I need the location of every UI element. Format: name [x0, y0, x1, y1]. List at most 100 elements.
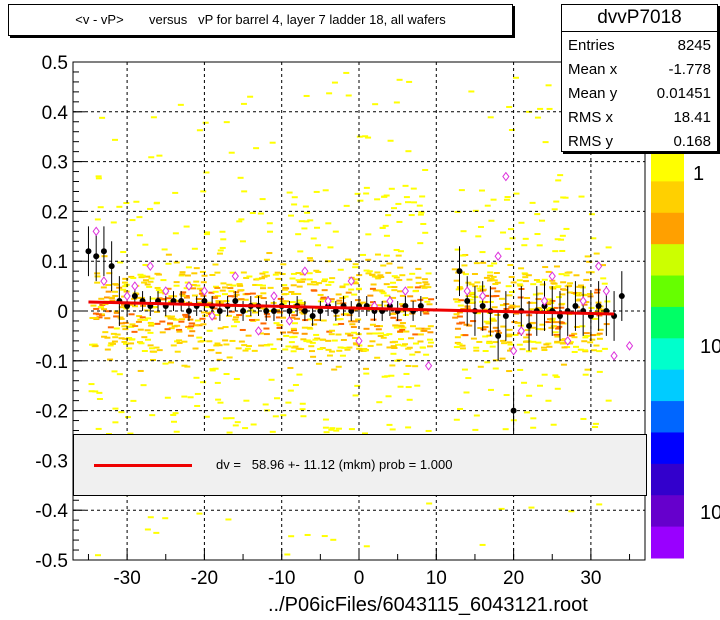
- density-cell: [470, 320, 477, 323]
- density-cell: [284, 553, 291, 556]
- density-cell: [465, 281, 472, 284]
- density-cell: [393, 326, 400, 329]
- density-cell: [479, 251, 486, 254]
- density-cell: [480, 261, 487, 264]
- density-cell: [559, 249, 566, 252]
- density-cell: [428, 298, 435, 301]
- density-cell: [375, 328, 382, 331]
- profile-point: [178, 298, 185, 305]
- density-cell: [295, 233, 302, 236]
- density-cell: [371, 275, 378, 278]
- density-cell: [104, 317, 111, 320]
- density-cell: [128, 313, 135, 316]
- density-cell: [554, 286, 561, 289]
- open-marker-point: [162, 286, 170, 296]
- density-cell: [294, 317, 301, 320]
- density-cell: [397, 290, 404, 293]
- density-cell: [94, 281, 101, 284]
- density-cell: [148, 156, 155, 159]
- density-cell: [206, 340, 213, 343]
- density-cell: [245, 334, 252, 337]
- density-cell: [121, 325, 128, 328]
- density-cell: [155, 289, 162, 292]
- density-cell: [302, 205, 309, 208]
- density-cell: [194, 319, 201, 322]
- density-cell: [546, 107, 553, 110]
- density-cell: [586, 260, 593, 263]
- density-cell: [153, 346, 160, 349]
- density-cell: [486, 279, 493, 282]
- density-cell: [421, 278, 428, 281]
- density-cell: [273, 322, 280, 325]
- density-cell: [141, 318, 148, 321]
- density-cell: [328, 333, 335, 336]
- density-cell: [487, 271, 494, 274]
- density-cell: [363, 186, 370, 189]
- density-cell: [299, 402, 306, 405]
- density-cell: [145, 317, 152, 320]
- density-cell: [363, 269, 370, 272]
- density-cell: [323, 431, 330, 434]
- stats-label: RMS x: [568, 109, 613, 126]
- density-cell: [452, 316, 459, 319]
- density-cell: [376, 343, 383, 346]
- density-cell: [503, 307, 510, 310]
- density-cell: [468, 283, 475, 286]
- density-cell: [128, 342, 135, 345]
- density-cell: [185, 325, 192, 328]
- density-cell: [426, 502, 433, 505]
- y-tick-label: -0.5: [35, 551, 68, 572]
- density-cell: [363, 327, 370, 330]
- density-cell: [120, 303, 127, 306]
- density-cell: [283, 300, 290, 303]
- density-cell: [493, 272, 500, 275]
- density-cell: [477, 365, 484, 368]
- density-cell: [541, 346, 548, 349]
- density-cell: [226, 356, 233, 359]
- density-cell: [116, 373, 123, 376]
- density-cell: [184, 365, 191, 368]
- density-cell: [215, 302, 222, 305]
- density-cell: [177, 103, 184, 106]
- density-cell: [173, 284, 180, 287]
- density-cell: [386, 262, 393, 265]
- density-cell: [385, 271, 392, 274]
- density-cell: [457, 287, 464, 290]
- density-cell: [233, 293, 240, 296]
- density-cell: [350, 326, 357, 329]
- density-cell: [216, 344, 223, 347]
- density-cell: [484, 361, 491, 364]
- density-cell: [396, 220, 403, 223]
- density-cell: [198, 292, 205, 295]
- profile-point: [108, 263, 115, 270]
- density-cell: [322, 426, 329, 429]
- density-cell: [182, 313, 189, 316]
- density-cell: [402, 184, 409, 187]
- density-cell: [377, 274, 384, 277]
- density-cell: [526, 301, 533, 304]
- density-cell: [421, 329, 428, 332]
- density-cell: [367, 344, 374, 347]
- density-cell: [550, 423, 557, 426]
- density-cell: [229, 339, 236, 342]
- density-cell: [263, 344, 270, 347]
- density-cell: [214, 381, 221, 384]
- density-cell: [157, 291, 164, 294]
- density-cell: [220, 282, 227, 285]
- density-cell: [406, 80, 413, 83]
- density-cell: [104, 336, 111, 339]
- density-cell: [280, 302, 287, 305]
- density-cell: [130, 277, 137, 280]
- density-cell: [196, 129, 203, 132]
- density-cell: [329, 329, 336, 332]
- density-cell: [465, 295, 472, 298]
- density-cell: [589, 334, 596, 337]
- density-cell: [312, 338, 319, 341]
- density-cell: [137, 318, 144, 321]
- density-cell: [418, 211, 425, 214]
- density-cell: [191, 272, 198, 275]
- density-cell: [553, 375, 560, 378]
- density-cell: [454, 327, 461, 330]
- density-cell: [528, 506, 535, 509]
- density-cell: [473, 262, 480, 265]
